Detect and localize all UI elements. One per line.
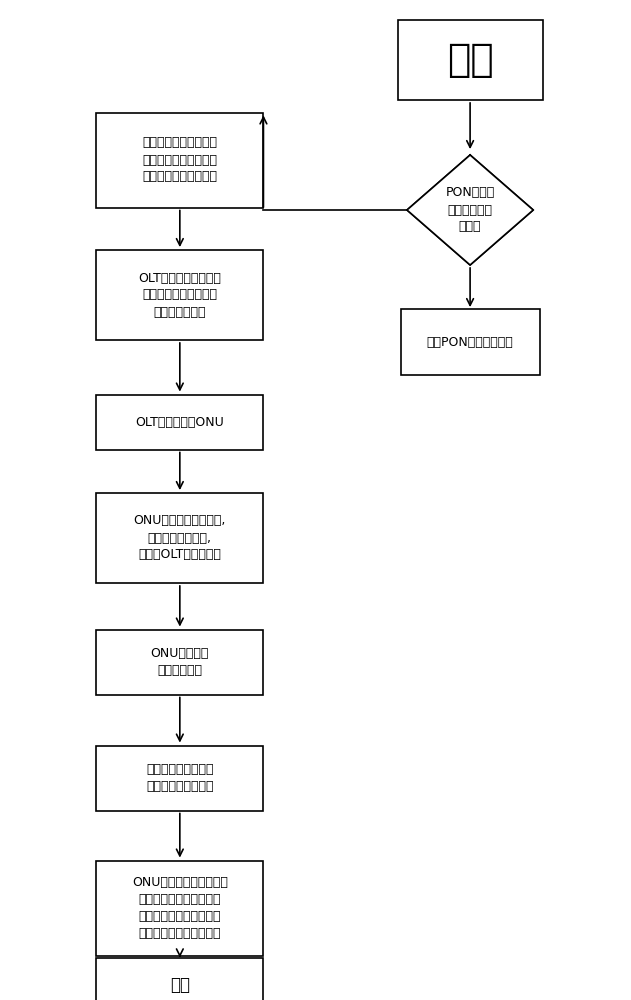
FancyBboxPatch shape	[401, 309, 540, 374]
Text: 各无光源网络基于统一
的时钟计数器产生一致
的时钟脉冲和时间信息: 各无光源网络基于统一 的时钟计数器产生一致 的时钟脉冲和时间信息	[143, 136, 217, 184]
Text: OLT周期性测距ONU: OLT周期性测距ONU	[136, 416, 224, 428]
Text: 开始: 开始	[447, 41, 493, 79]
FancyBboxPatch shape	[96, 394, 264, 450]
FancyBboxPatch shape	[96, 958, 264, 1000]
Text: OLT以一致的时钟脉冲
和时间作为本地的系统
时钟和基准时间: OLT以一致的时钟脉冲 和时间作为本地的系统 时钟和基准时间	[138, 271, 221, 318]
Text: ONU根据时间同步信息,
采用时延补偿技术,
实现与OLT的时间同步: ONU根据时间同步信息, 采用时延补偿技术, 实现与OLT的时间同步	[134, 514, 226, 562]
Text: 更新PON主机本地时间: 更新PON主机本地时间	[427, 336, 514, 349]
FancyBboxPatch shape	[96, 493, 264, 583]
FancyBboxPatch shape	[96, 112, 264, 208]
Text: ONU输出同步
数据采集脉冲: ONU输出同步 数据采集脉冲	[151, 647, 209, 677]
Text: 依据同步数据采集脉
冲完成同步数据采集: 依据同步数据采集脉 冲完成同步数据采集	[146, 763, 213, 793]
Text: 结束: 结束	[170, 976, 190, 994]
Polygon shape	[407, 155, 533, 265]
FancyBboxPatch shape	[398, 20, 543, 100]
FancyBboxPatch shape	[96, 250, 264, 340]
Text: ONU采用不同应用相对应
的通讯规约将采集的同步
数据形成数据包通过以太
网帧和接口上传至主设备: ONU采用不同应用相对应 的通讯规约将采集的同步 数据形成数据包通过以太 网帧和…	[132, 876, 228, 940]
Text: PON主机外
部时间信息对
时更新: PON主机外 部时间信息对 时更新	[445, 186, 495, 233]
FancyBboxPatch shape	[96, 860, 264, 956]
FancyBboxPatch shape	[96, 746, 264, 810]
FancyBboxPatch shape	[96, 630, 264, 694]
